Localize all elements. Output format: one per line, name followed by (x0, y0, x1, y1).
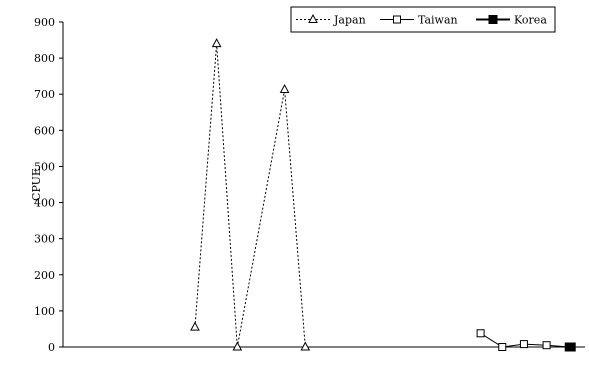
y-tick-label: 600 (34, 124, 55, 137)
data-point-marker (232, 341, 243, 351)
legend-label: Japan (333, 14, 366, 27)
data-point-marker (393, 15, 401, 24)
series-japan (190, 38, 311, 351)
legend-label: Taiwan (418, 14, 458, 27)
y-tick-label: 100 (34, 305, 55, 318)
y-tick-label: 800 (34, 52, 55, 65)
y-tick-label: 0 (48, 341, 55, 354)
legend-label: Korea (514, 14, 547, 27)
y-tick-label: 500 (34, 160, 55, 173)
data-point-marker (566, 342, 576, 352)
data-point-marker (488, 15, 498, 24)
chart-axes: 0 100 200 300 400 500 600 700 800 900 (34, 16, 585, 354)
legend-box (290, 6, 556, 33)
chart-series-layer (190, 38, 576, 352)
data-point-marker (308, 13, 318, 23)
data-point-marker (190, 321, 200, 331)
y-tick-label: 700 (34, 88, 55, 101)
y-tick-label: 200 (34, 269, 55, 282)
data-point-marker (279, 83, 290, 94)
data-point-marker (542, 341, 551, 350)
data-point-marker (476, 329, 485, 338)
y-axis-label: CPUE (30, 168, 43, 201)
y-tick-label: 400 (34, 197, 55, 210)
data-point-marker (519, 340, 528, 349)
y-tick-label: 300 (34, 233, 55, 246)
series-korea (564, 342, 576, 352)
data-point-marker (211, 38, 222, 48)
chart-legend: Japan Taiwan Korea (290, 6, 556, 33)
series-line (194, 43, 306, 348)
data-point-marker (300, 341, 311, 351)
y-tick-label: 900 (34, 16, 55, 29)
data-point-marker (498, 343, 507, 351)
